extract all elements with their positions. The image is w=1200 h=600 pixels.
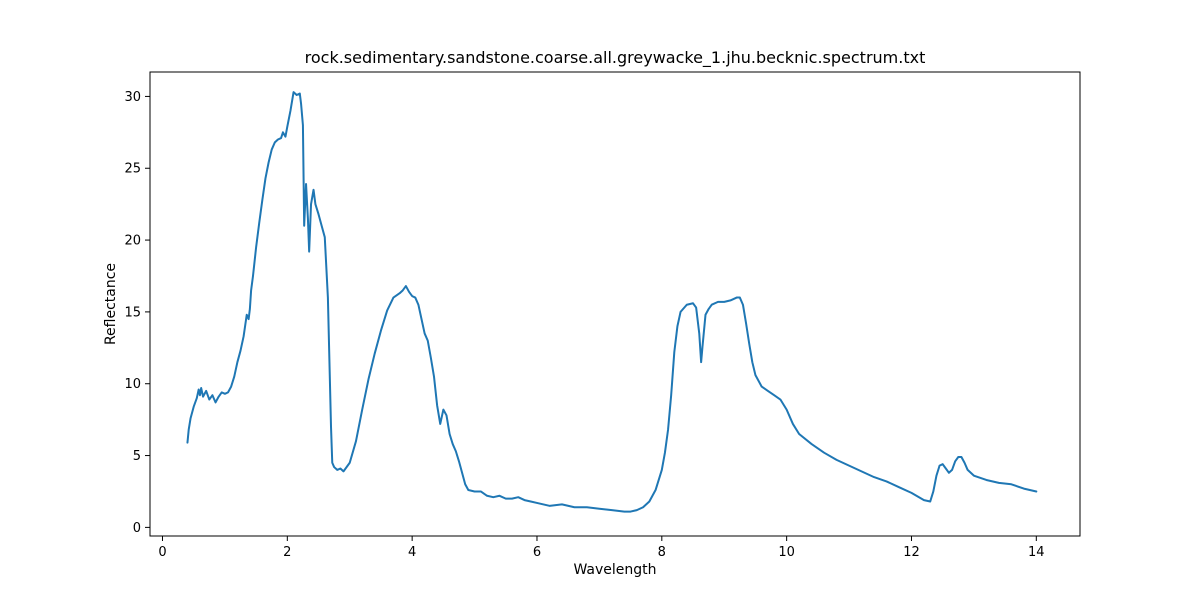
y-tick-label: 0 — [133, 521, 141, 536]
y-tick-label: 15 — [124, 305, 141, 320]
x-tick-label: 6 — [533, 545, 541, 560]
x-tick-label: 4 — [408, 545, 416, 560]
chart-title: rock.sedimentary.sandstone.coarse.all.gr… — [305, 48, 926, 68]
x-axis: 0 2 4 6 8 10 12 14 — [158, 536, 1045, 560]
y-tick-label: 25 — [124, 162, 141, 177]
x-tick-label: 12 — [903, 545, 920, 560]
x-axis-label: Wavelength — [573, 562, 656, 578]
y-tick-label: 5 — [133, 449, 141, 464]
y-tick-label: 10 — [124, 377, 141, 392]
plot-area — [149, 71, 1081, 537]
y-tick-label: 30 — [124, 90, 141, 105]
x-tick-label: 8 — [658, 545, 666, 560]
y-tick-label: 20 — [124, 234, 141, 249]
x-tick-label: 2 — [283, 545, 291, 560]
y-axis: 0 5 10 15 20 25 30 — [124, 90, 150, 536]
y-axis-label: Reflectance — [103, 263, 119, 345]
x-tick-label: 0 — [158, 545, 166, 560]
plot-frame — [149, 71, 1081, 537]
x-tick-label: 14 — [1028, 545, 1045, 560]
x-tick-label: 10 — [778, 545, 795, 560]
series-line — [186, 91, 1038, 513]
